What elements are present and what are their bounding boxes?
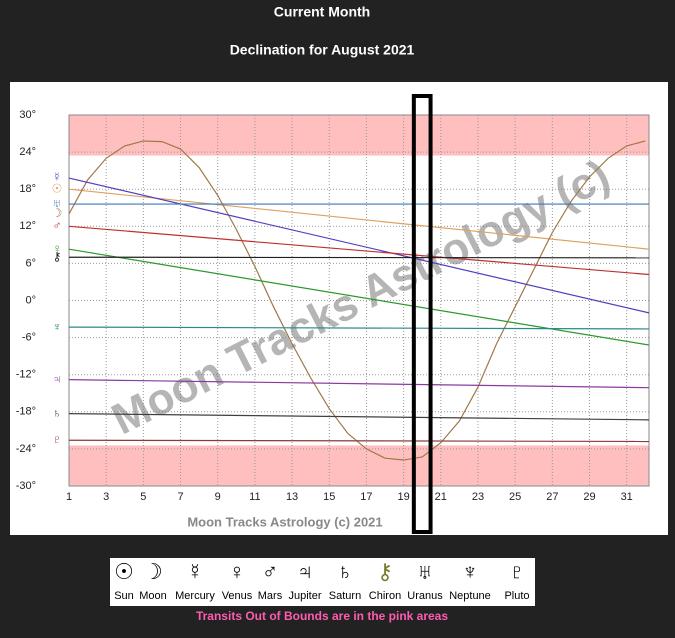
legend-symbol: ♄	[337, 559, 354, 584]
series-line	[68, 256, 650, 259]
y-tick-label: 24°	[19, 146, 36, 158]
x-tick-label: 21	[435, 491, 447, 503]
x-tick-label: 3	[103, 491, 109, 503]
axis-glyph: ☉	[52, 181, 63, 195]
legend	[110, 558, 535, 606]
legend-label: Venus	[222, 590, 253, 602]
x-tick-label: 7	[177, 491, 183, 503]
y-tick-label: 18°	[19, 183, 36, 195]
y-tick-label: -12°	[16, 369, 36, 381]
legend-symbol: ☿	[187, 559, 204, 584]
series-line	[68, 326, 650, 330]
legend-symbol: ♆	[462, 559, 479, 584]
legend-label: Uranus	[407, 590, 443, 602]
legend-symbol: ♇	[509, 559, 526, 584]
axis-glyph: ♃	[53, 372, 62, 386]
legend-label: Mars	[258, 590, 283, 602]
legend-label: Neptune	[449, 590, 491, 602]
x-tick-label: 15	[323, 491, 335, 503]
x-tick-label: 11	[249, 491, 260, 503]
axis-glyph: ☽	[52, 206, 63, 220]
legend-symbol: ♅	[417, 559, 434, 584]
credit: Moon Tracks Astrology (c) 2021	[187, 514, 382, 529]
x-tick-label: 27	[546, 491, 558, 503]
axis-glyph: ♂	[53, 218, 62, 232]
legend-label: Mercury	[175, 590, 215, 602]
legend-symbol: ♀	[229, 559, 246, 584]
axis-glyph: ♄	[53, 406, 62, 420]
x-tick-label: 31	[621, 491, 633, 503]
legend-label: Chiron	[369, 590, 401, 602]
y-tick-label: 30°	[19, 109, 36, 121]
legend-label: Sun	[114, 590, 134, 602]
x-tick-label: 1	[66, 491, 72, 503]
page-title: Current Month	[274, 4, 370, 20]
legend-label: Moon	[139, 590, 167, 602]
axis-glyph: ☿	[53, 170, 62, 184]
x-tick-label: 25	[509, 491, 521, 503]
y-tick-label: 6°	[25, 257, 36, 269]
legend-symbol: ♃	[297, 559, 314, 584]
series-line	[68, 413, 650, 421]
legend-symbol: ⚷	[377, 559, 393, 584]
current-day	[411, 94, 433, 534]
y-tick-label: -6°	[22, 332, 36, 344]
y-tick-label: -24°	[16, 443, 36, 455]
plot-frame	[68, 114, 650, 487]
y-tick-label: 0°	[25, 294, 36, 306]
axis-glyph: ⚷	[53, 249, 62, 263]
x-tick-label: 23	[472, 491, 484, 503]
out-of-bounds-zone	[69, 115, 649, 156]
axis-glyph: ♅	[53, 196, 62, 210]
axis-glyph: ♇	[53, 432, 62, 446]
series-line	[68, 439, 650, 443]
series-line	[68, 177, 650, 314]
chart-title: Declination for August 2021	[230, 42, 415, 58]
series-line	[68, 225, 650, 276]
y-tick-label: -18°	[16, 406, 36, 418]
series-line	[68, 188, 650, 250]
legend-symbol: ☉	[114, 559, 134, 584]
legend-label: Pluto	[504, 590, 529, 602]
x-tick-label: 9	[215, 491, 221, 503]
x-tick-label: 5	[140, 491, 146, 503]
legend-label: Saturn	[329, 590, 361, 602]
x-tick-label: 29	[583, 491, 595, 503]
y-tick-label: -30°	[16, 480, 36, 492]
x-tick-label: 19	[397, 491, 409, 503]
series-line	[68, 379, 650, 389]
axis-glyph: ♆	[53, 319, 62, 333]
x-tick-label: 13	[286, 491, 298, 503]
axis-glyph: ♀	[53, 241, 62, 255]
legend-symbol: ♂	[262, 559, 279, 584]
legend-symbol: ☽	[143, 559, 163, 584]
x-tick-label: 17	[360, 491, 372, 503]
y-tick-label: 12°	[19, 220, 36, 232]
out-of-bounds-zone	[69, 445, 649, 486]
note: Transits Out of Bounds are in the pink a…	[196, 609, 448, 623]
legend-label: Jupiter	[288, 590, 321, 602]
